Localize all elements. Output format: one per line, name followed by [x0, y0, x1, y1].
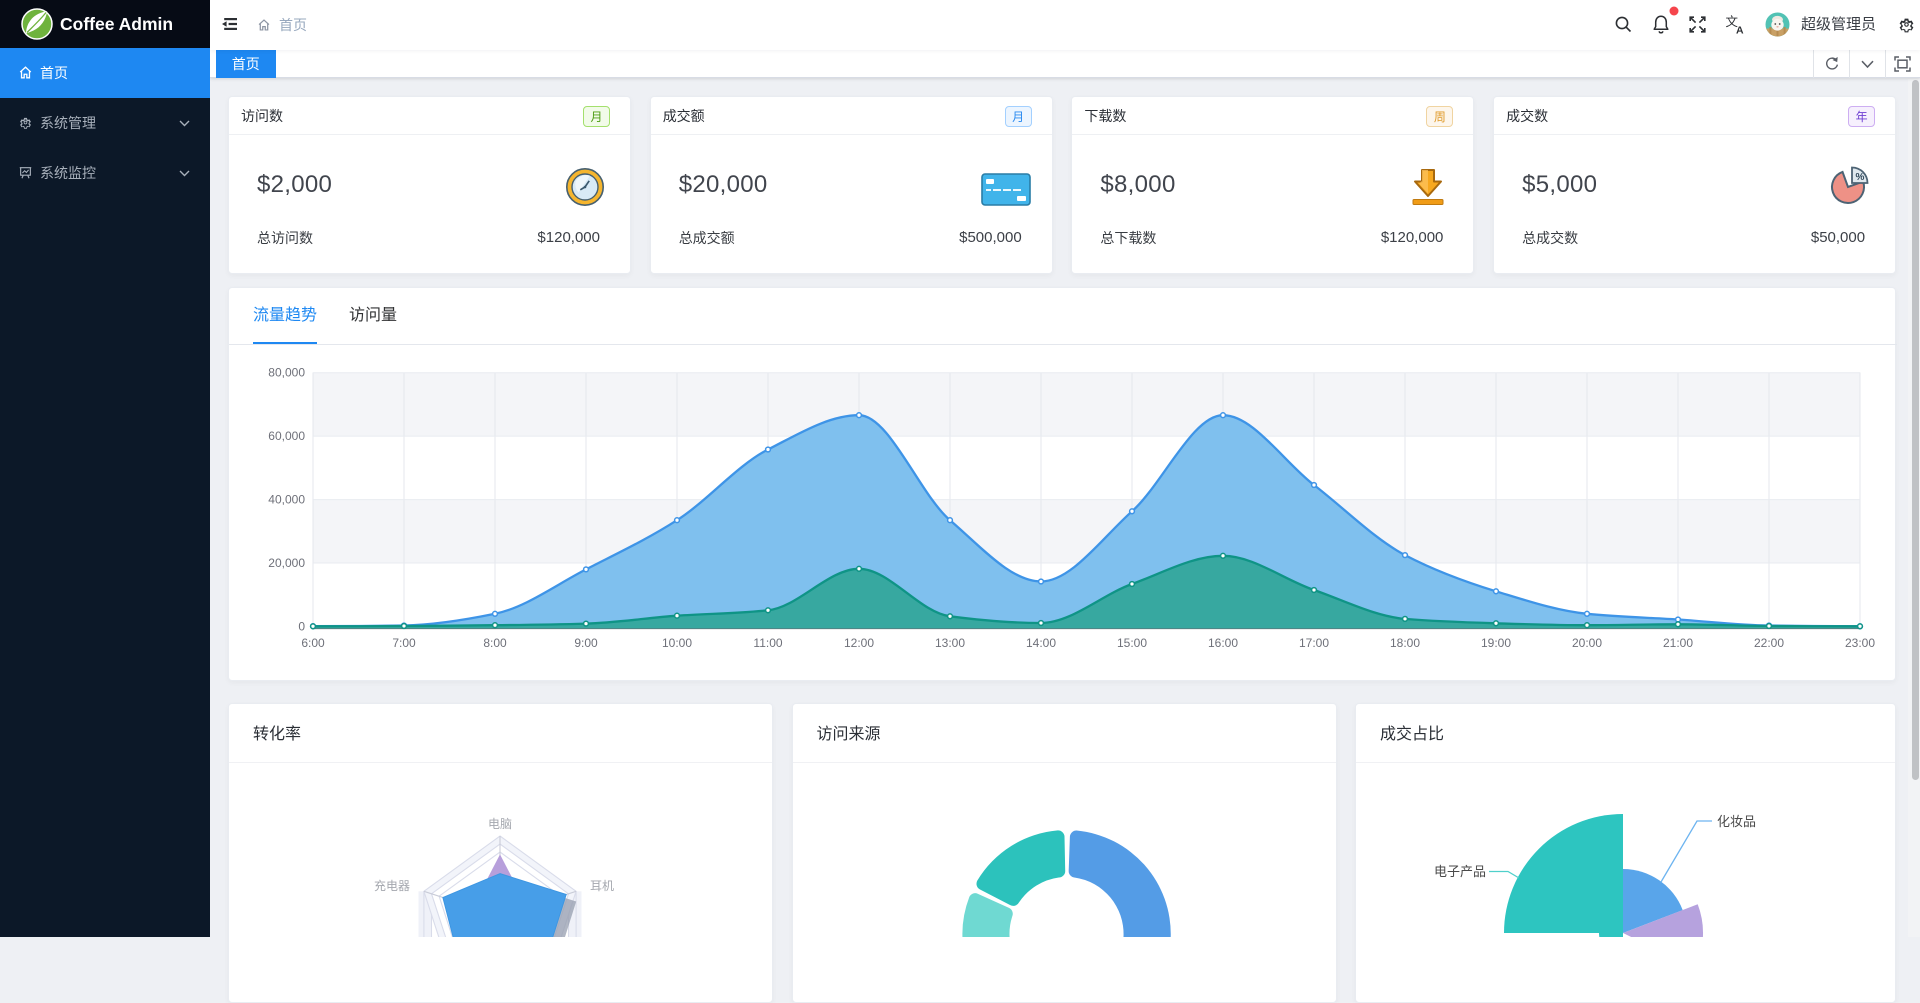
svg-text:%: %	[1856, 172, 1865, 183]
svg-text:A: A	[1736, 25, 1744, 36]
svg-text:文: 文	[1726, 14, 1739, 29]
svg-text:Coffee Admin: Coffee Admin	[60, 14, 173, 34]
